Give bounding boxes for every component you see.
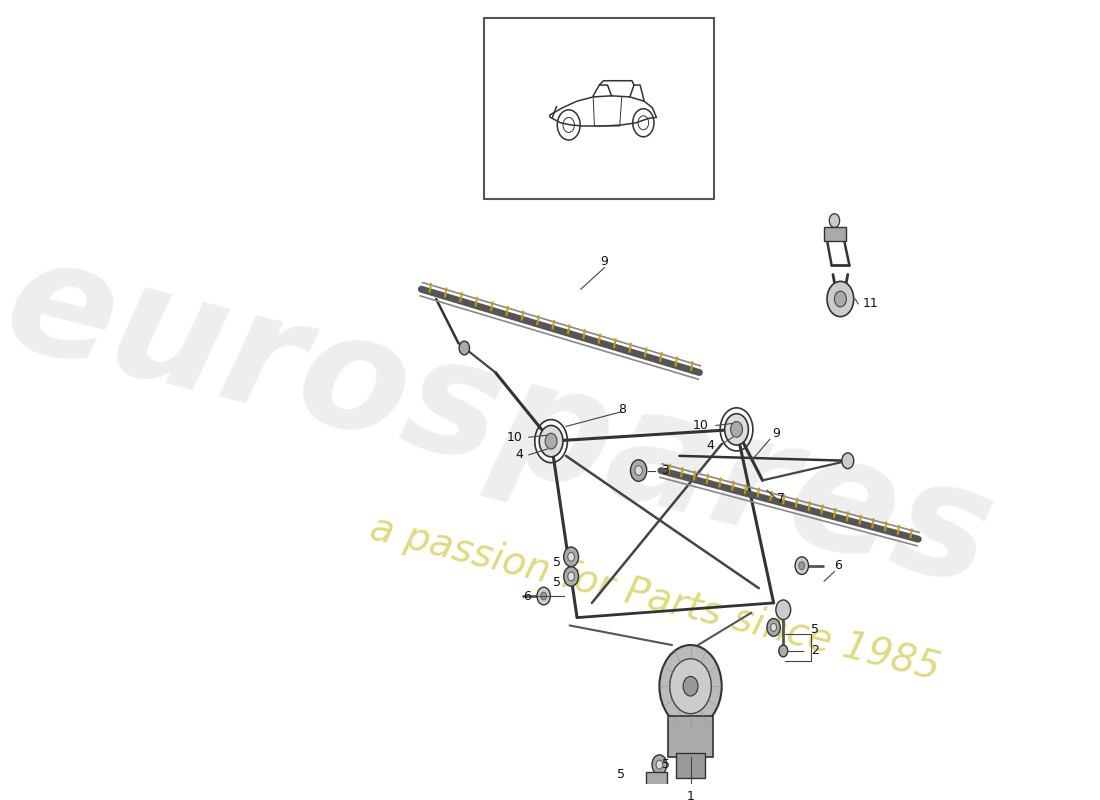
Circle shape [799, 562, 805, 570]
Circle shape [539, 426, 563, 457]
Circle shape [546, 434, 557, 449]
Circle shape [767, 618, 780, 636]
Text: 5: 5 [811, 623, 818, 636]
Circle shape [779, 645, 788, 657]
Text: 5: 5 [617, 768, 625, 781]
Circle shape [683, 677, 698, 696]
Bar [824, 227, 846, 241]
Text: 5: 5 [552, 556, 561, 570]
Bar [675, 753, 705, 778]
Circle shape [771, 623, 777, 631]
Text: a passion for Parts since 1985: a passion for Parts since 1985 [366, 509, 944, 687]
Circle shape [835, 291, 846, 307]
Circle shape [656, 760, 662, 769]
Text: 9: 9 [772, 427, 780, 440]
Circle shape [563, 547, 579, 566]
Text: 1: 1 [686, 790, 694, 800]
Circle shape [541, 592, 547, 600]
Text: 8: 8 [618, 403, 626, 416]
Bar [669, 716, 713, 757]
Text: 3: 3 [661, 464, 669, 477]
Text: 6: 6 [835, 559, 843, 572]
Circle shape [776, 600, 791, 619]
Circle shape [568, 553, 574, 562]
Text: 7: 7 [778, 491, 785, 505]
Text: 9: 9 [601, 255, 608, 268]
Text: 10: 10 [693, 419, 708, 432]
Circle shape [670, 658, 712, 714]
Circle shape [827, 282, 854, 317]
Circle shape [568, 572, 574, 581]
Circle shape [795, 557, 808, 574]
Text: 2: 2 [811, 645, 818, 658]
Text: 4: 4 [515, 448, 522, 462]
Text: 5: 5 [552, 576, 561, 589]
Circle shape [829, 214, 839, 227]
Circle shape [652, 755, 667, 774]
Text: 11: 11 [862, 298, 879, 310]
Text: eurospares: eurospares [0, 224, 1008, 619]
Circle shape [842, 453, 854, 469]
Circle shape [659, 645, 722, 727]
Text: 10: 10 [507, 430, 522, 444]
Bar [484, 18, 714, 199]
Text: 6: 6 [524, 590, 531, 602]
Text: 4: 4 [706, 438, 714, 451]
Circle shape [537, 587, 550, 605]
Circle shape [730, 422, 743, 438]
Circle shape [563, 566, 579, 586]
Bar [646, 773, 667, 786]
Circle shape [459, 341, 470, 355]
Circle shape [725, 414, 748, 445]
Text: 5: 5 [662, 758, 670, 771]
Circle shape [630, 460, 647, 482]
Circle shape [635, 466, 642, 475]
